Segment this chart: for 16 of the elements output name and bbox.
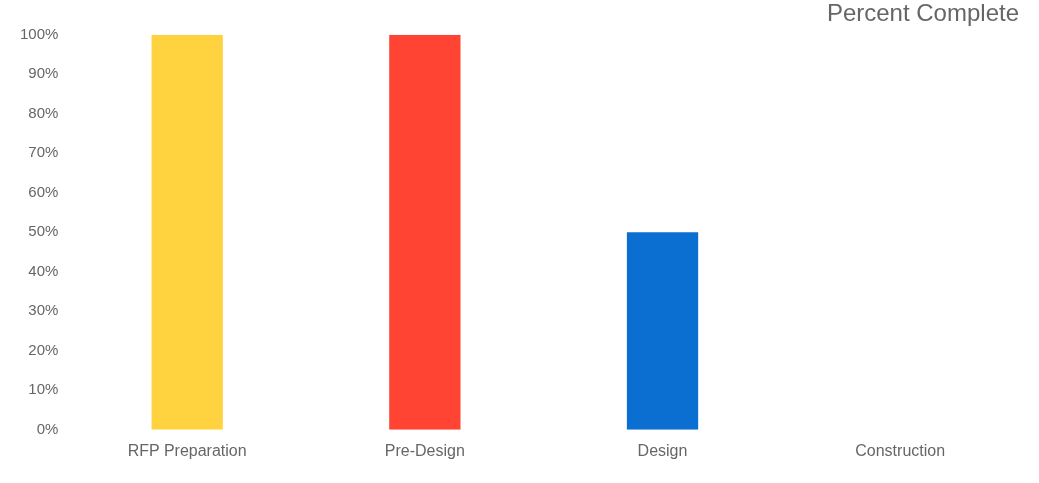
y-tick-label: 10% <box>28 380 59 398</box>
y-tick-label: 70% <box>28 143 59 161</box>
x-tick-label: RFP Preparation <box>127 441 247 459</box>
y-tick-label: 60% <box>28 182 59 200</box>
y-tick-label: 100% <box>19 24 59 42</box>
y-tick-label: 90% <box>28 64 59 82</box>
x-tick-label: Pre-Design <box>384 441 465 459</box>
y-tick-label: 30% <box>28 301 59 319</box>
y-tick-label: 20% <box>28 340 59 358</box>
y-tick-label: 80% <box>28 103 59 121</box>
y-tick-label: 0% <box>36 419 59 437</box>
y-tick-label: 50% <box>28 222 59 240</box>
chart-title: Percent Complete <box>826 0 1019 27</box>
y-tick-label: 40% <box>28 261 59 279</box>
x-tick-label: Design <box>637 441 688 459</box>
x-tick-label: Construction <box>855 441 946 459</box>
